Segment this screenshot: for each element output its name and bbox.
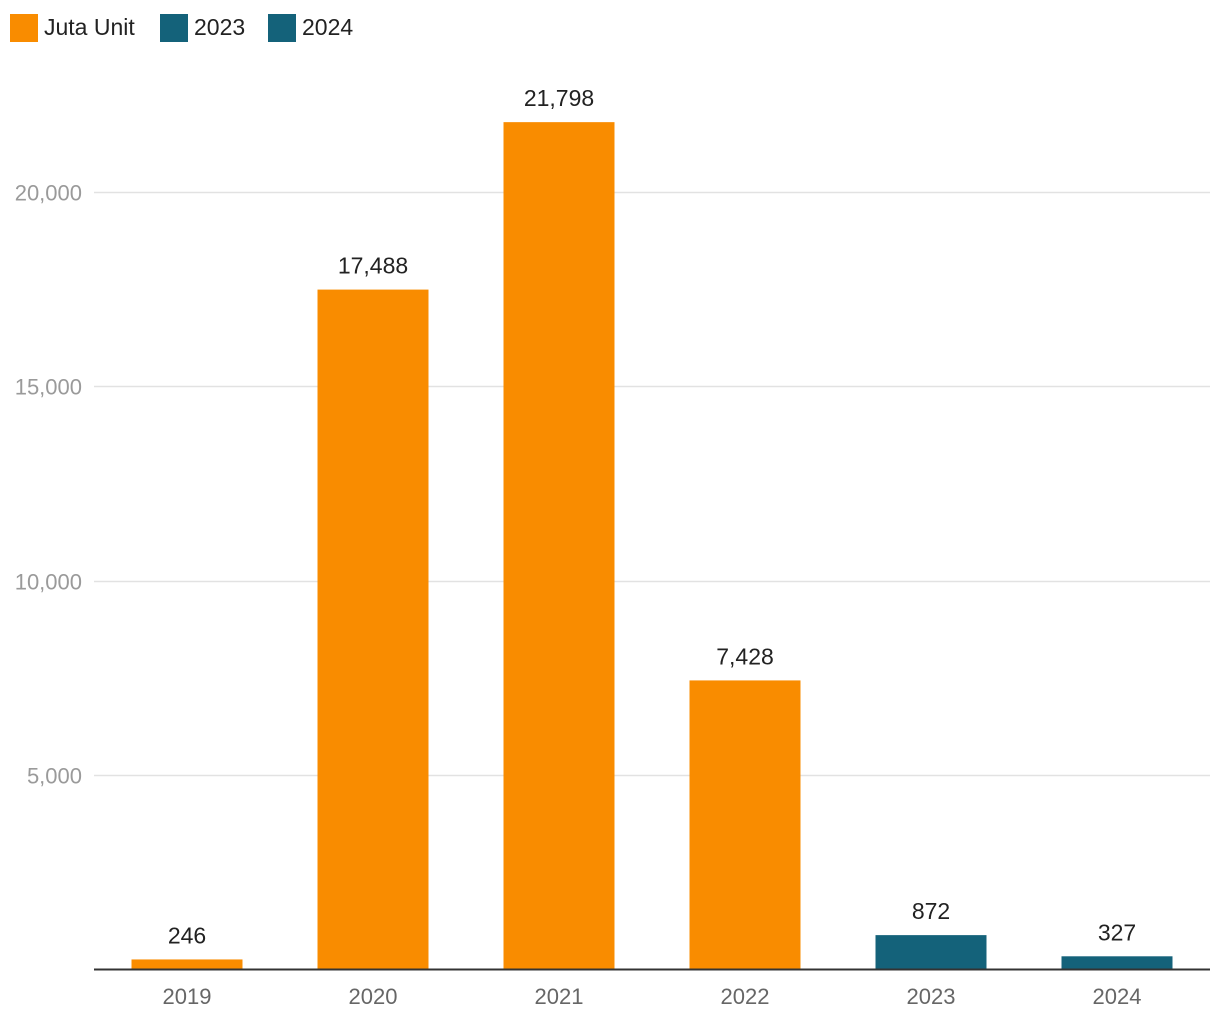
- legend-swatch-2: [268, 14, 296, 42]
- x-tick-label-2020: 2020: [349, 984, 398, 1009]
- legend-label-1: 2023: [194, 14, 245, 40]
- bar-2020: [317, 289, 429, 969]
- data-labels: 246 17,488 21,798 7,428 872 327: [168, 85, 1136, 948]
- y-tick-label-1: 10,000: [15, 570, 82, 595]
- legend-label-0: Juta Unit: [44, 14, 135, 40]
- bars: [131, 122, 1173, 969]
- data-label-2022: 7,428: [716, 643, 774, 669]
- x-tick-label-2022: 2022: [721, 984, 770, 1009]
- legend: Juta Unit 2023 2024: [10, 14, 353, 42]
- data-label-2023: 872: [912, 898, 950, 924]
- bar-2023: [875, 935, 987, 969]
- x-tick-label-2019: 2019: [163, 984, 212, 1009]
- y-tick-label-0: 5,000: [27, 764, 82, 789]
- bar-2019: [131, 959, 243, 969]
- x-tick-label-2021: 2021: [535, 984, 584, 1009]
- data-label-2021: 21,798: [524, 85, 594, 111]
- legend-swatch-0: [10, 14, 38, 42]
- data-label-2024: 327: [1098, 919, 1136, 945]
- data-label-2020: 17,488: [338, 253, 408, 279]
- data-label-2019: 246: [168, 922, 206, 948]
- y-tick-label-3: 20,000: [15, 181, 82, 206]
- y-axis: 5,000 10,000 15,000 20,000: [15, 181, 82, 789]
- bar-2022: [689, 680, 801, 969]
- grid-lines: [94, 191, 1210, 777]
- bar-2024: [1061, 956, 1173, 969]
- legend-label-2: 2024: [302, 14, 353, 40]
- x-tick-label-2023: 2023: [907, 984, 956, 1009]
- x-axis: 2019 2020 2021 2022 2023 2024: [163, 984, 1142, 1009]
- y-tick-label-2: 15,000: [15, 375, 82, 400]
- bar-2021: [503, 122, 615, 969]
- x-tick-label-2024: 2024: [1093, 984, 1142, 1009]
- legend-swatch-1: [160, 14, 188, 42]
